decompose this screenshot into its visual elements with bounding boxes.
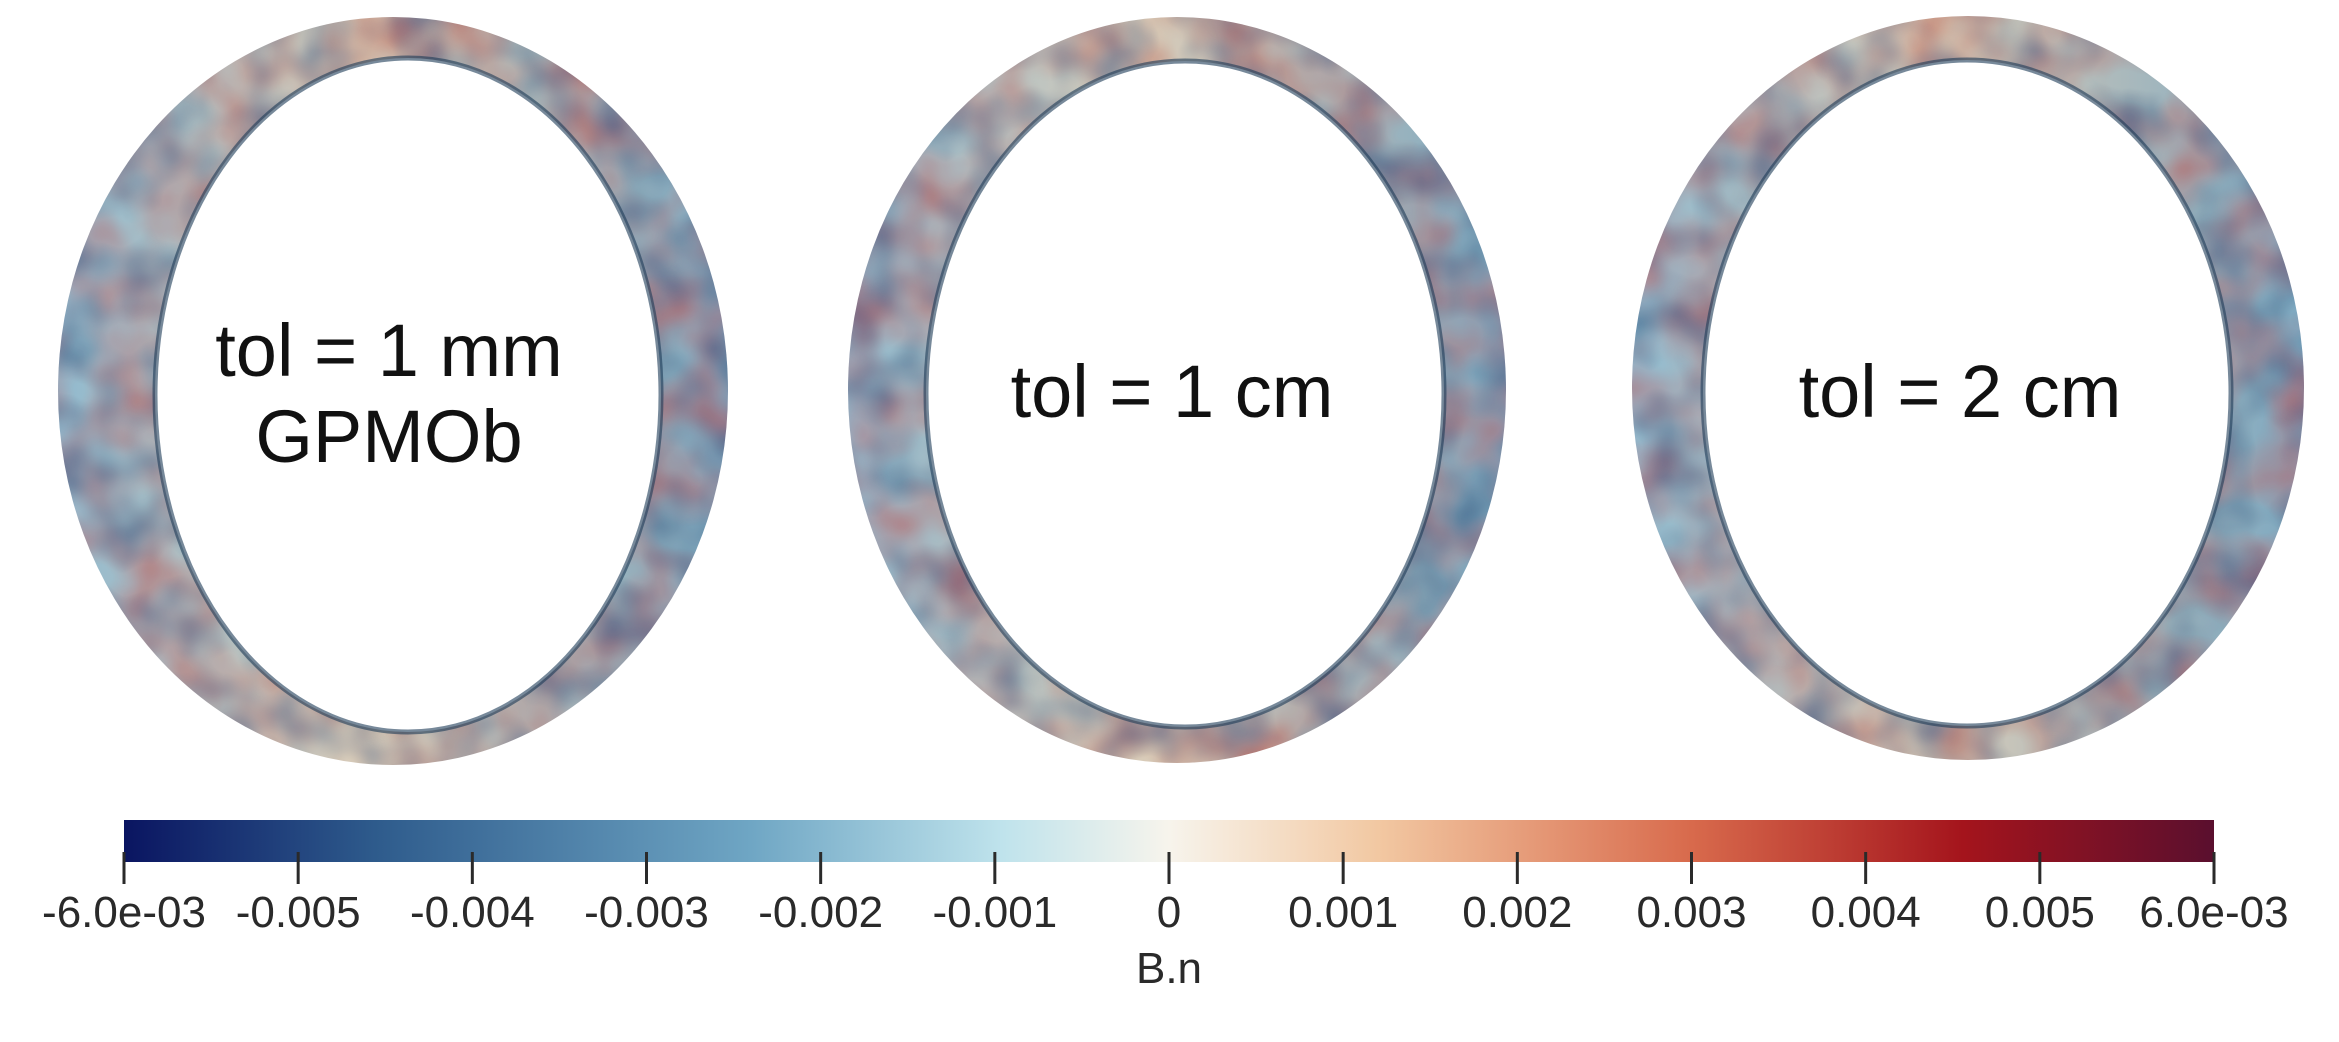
colorbar-tick-label: 0.002 [1462, 888, 1572, 937]
panel-2-label: tol = 1 cm [1011, 350, 1334, 433]
colorbar-tick-label: -0.001 [932, 888, 1057, 937]
panel-1-label-line-2: GPMOb [255, 395, 522, 478]
colorbar-tick-label: 6.0e-03 [2139, 888, 2288, 937]
colorbar-tick-label: -6.0e-03 [42, 888, 206, 937]
colorbar-tick-label: -0.002 [758, 888, 883, 937]
panel-3-label: tol = 2 cm [1799, 350, 2122, 433]
torus-panel-1: tol = 1 mm GPMOb [50, 10, 740, 775]
torus-panel-3: tol = 2 cm [1625, 10, 2315, 775]
colorbar-tick-label: 0.003 [1636, 888, 1746, 937]
colorbar-tick-label: 0 [1157, 888, 1181, 937]
colorbar-tick-label: 0.001 [1288, 888, 1398, 937]
colorbar-tick-label: -0.005 [236, 888, 361, 937]
colorbar-ticks: -6.0e-03 -0.005 -0.004 -0.003 -0.002 -0.001 0 0… [42, 852, 2289, 937]
colorbar-title: B.n [1136, 944, 1202, 993]
colorbar-tick-label: -0.004 [410, 888, 535, 937]
colorbar-tick-label: 0.005 [1985, 888, 2095, 937]
panel-1-label-line-1: tol = 1 mm [215, 309, 563, 392]
colorbar: -6.0e-03 -0.005 -0.004 -0.003 -0.002 -0.001 0 0… [42, 820, 2289, 993]
torus-panel-2: tol = 1 cm [840, 10, 1520, 775]
colorbar-tick-label: -0.003 [584, 888, 709, 937]
colorbar-tick-label: 0.004 [1811, 888, 1921, 937]
